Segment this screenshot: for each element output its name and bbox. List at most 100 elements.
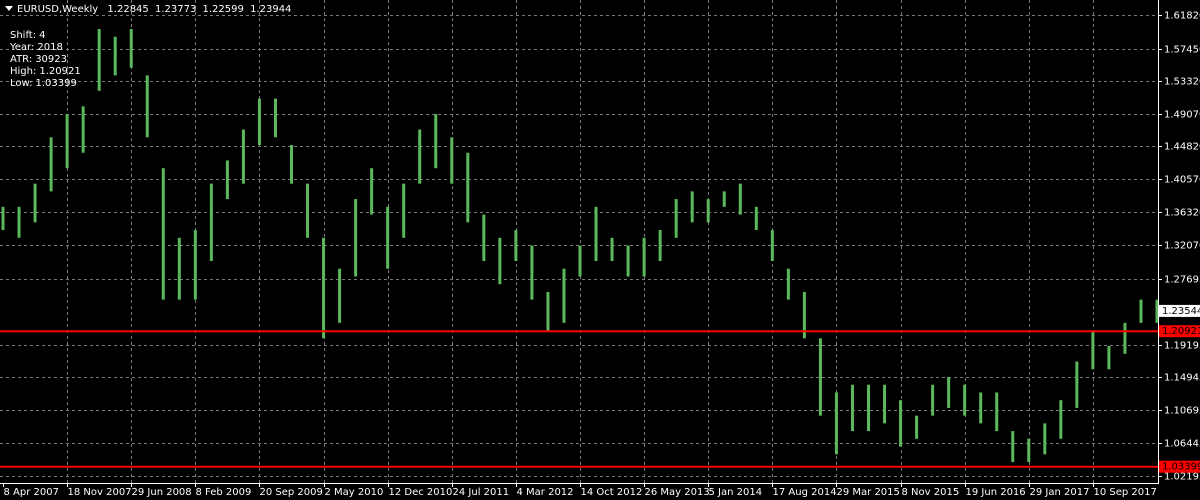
level-label: 1.03399 xyxy=(1162,462,1200,473)
indicator-label: Year: xyxy=(9,42,34,53)
axes: 1.61820 1.57450 1.53320 1.49070 1.44820 1.405… xyxy=(3,11,1200,498)
hl-bar xyxy=(354,199,358,277)
hl-bar xyxy=(947,376,951,408)
hl-bar xyxy=(626,245,630,277)
hl-bar xyxy=(594,206,598,261)
hl-bar xyxy=(738,183,742,215)
hl-bar xyxy=(1155,299,1159,323)
indicator-label: Shift: xyxy=(10,30,36,41)
indicator-value: 1.20921 xyxy=(39,66,80,77)
y-tick-label: 1.14945 xyxy=(1164,373,1200,384)
x-tick-label: 5 Jan 2014 xyxy=(709,487,763,498)
y-tick-label: 1.36320 xyxy=(1164,208,1200,219)
hl-bar xyxy=(963,384,967,416)
quote-low: 1.22599 xyxy=(203,4,244,15)
hl-bar xyxy=(402,183,406,238)
x-tick-label: 8 Nov 2015 xyxy=(902,487,960,498)
hl-bar xyxy=(145,75,149,138)
hl-bar xyxy=(113,36,117,76)
hl-bar xyxy=(1043,423,1047,455)
hl-bar xyxy=(754,206,758,231)
x-tick-label: 20 Sep 2009 xyxy=(260,487,323,498)
hl-bar xyxy=(81,106,85,153)
hl-bar xyxy=(786,268,790,300)
hl-bar xyxy=(530,245,534,300)
hl-bar xyxy=(450,137,454,184)
x-tick-label: 8 Apr 2007 xyxy=(4,487,59,498)
hl-bar xyxy=(177,237,181,300)
hl-bar xyxy=(466,152,470,223)
hl-bar xyxy=(850,384,854,432)
y-tick-label: 1.32070 xyxy=(1164,241,1200,252)
indicator-value: 2018 xyxy=(37,42,62,53)
y-tick-label: 1.57450 xyxy=(1164,45,1200,56)
indicator-line: ATR: 30923 xyxy=(10,54,67,65)
indicator-value: 1.03399 xyxy=(36,78,77,89)
hl-bar xyxy=(514,230,518,261)
hl-bar xyxy=(498,237,502,285)
x-tick-label: 14 Oct 2012 xyxy=(581,487,643,498)
hl-bar xyxy=(161,168,165,300)
hl-bar xyxy=(65,114,69,169)
hl-bar xyxy=(578,245,582,277)
hl-bar xyxy=(482,214,486,261)
hl-bar xyxy=(1107,346,1111,370)
y-tick-label: 1.44820 xyxy=(1164,142,1200,153)
x-tick-label: 29 Jun 2008 xyxy=(132,487,192,498)
hl-bar xyxy=(129,28,133,68)
hl-bar xyxy=(338,268,342,323)
hl-bar xyxy=(17,206,21,238)
hl-bar xyxy=(802,291,806,339)
hl-bar xyxy=(674,199,678,238)
hl-bar xyxy=(770,230,774,261)
menu-arrow[interactable] xyxy=(5,6,13,11)
hl-bar xyxy=(257,98,261,145)
hl-bar xyxy=(642,237,646,277)
hl-bar xyxy=(562,268,566,323)
hl-bar xyxy=(995,392,999,432)
hl-bar xyxy=(722,191,726,207)
y-tick-label: 1.53320 xyxy=(1164,77,1200,88)
hl-bar xyxy=(690,191,694,223)
indicator-label: High: xyxy=(10,66,36,77)
hl-bar xyxy=(418,129,422,184)
current-price-label: 1.23544 xyxy=(1162,306,1200,317)
hl-bar xyxy=(1,206,5,231)
x-tick-label: 8 Feb 2009 xyxy=(196,487,252,498)
hl-bar xyxy=(1091,330,1095,370)
hl-bar xyxy=(1123,322,1127,354)
hl-bar xyxy=(306,183,310,238)
y-tick-label: 1.19195 xyxy=(1164,341,1200,352)
x-tick-label: 24 Jul 2011 xyxy=(453,487,510,498)
y-tick-label: 1.06445 xyxy=(1164,439,1200,450)
y-tick-label: 1.02195 xyxy=(1164,472,1200,483)
hl-bar xyxy=(931,384,935,416)
quote-high: 1.23773 xyxy=(155,4,196,15)
indicator-value: 4 xyxy=(39,30,45,41)
x-tick-label: 17 Aug 2014 xyxy=(773,487,837,498)
hl-bar xyxy=(1027,438,1031,463)
x-tick-label: 4 Mar 2012 xyxy=(517,487,574,498)
x-tick-label: 29 Jan 2017 xyxy=(1030,487,1090,498)
hl-bar xyxy=(241,129,245,184)
indicator-line: High: 1.20921 xyxy=(10,66,81,77)
y-tick-label: 1.40570 xyxy=(1164,175,1200,186)
grid xyxy=(0,0,1158,483)
hl-bar xyxy=(209,183,213,261)
indicator-line: Shift: 4 xyxy=(10,30,45,41)
x-tick-label: 29 Mar 2015 xyxy=(837,487,900,498)
hl-bar xyxy=(979,392,983,424)
y-tick-label: 1.61820 xyxy=(1164,11,1200,22)
hl-bar xyxy=(834,392,838,455)
indicator-line: Year: 2018 xyxy=(9,42,63,53)
indicator-line: Low: 1.03399 xyxy=(10,78,77,89)
hl-bar xyxy=(386,206,390,269)
hl-bar xyxy=(867,384,870,432)
symbol: EURUSD,Weekly xyxy=(17,4,98,15)
x-tick-label: 19 Jun 2016 xyxy=(966,487,1026,498)
hl-bar xyxy=(610,237,614,261)
hl-bar xyxy=(290,144,293,184)
level-box xyxy=(1159,460,1200,473)
hl-bar xyxy=(273,98,277,138)
